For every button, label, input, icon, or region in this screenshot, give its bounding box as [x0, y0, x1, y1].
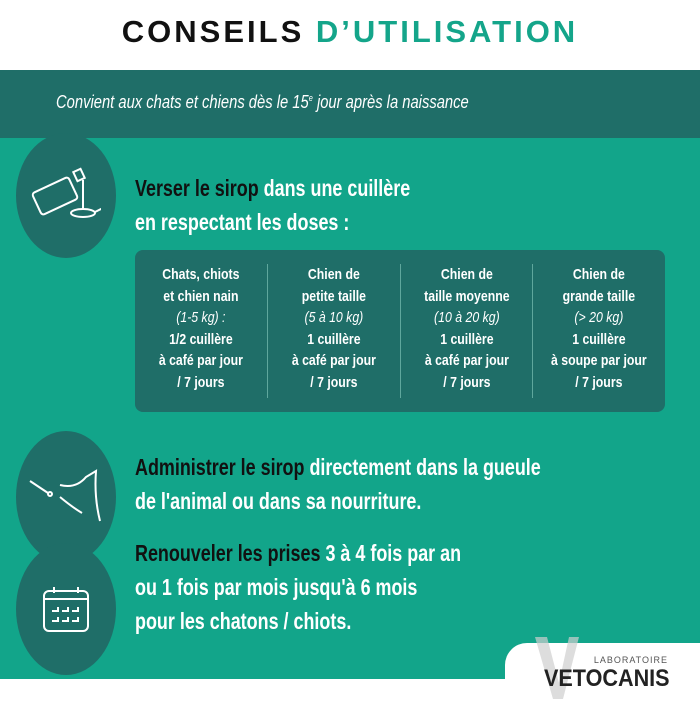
page-title: CONSEILS D’UTILISATION: [0, 14, 700, 50]
intro-text: Convient aux chats et chiens dès le 15e …: [56, 92, 469, 113]
dose-column: Chien de petite taille (5 à 10 kg) 1 cuillè…: [268, 264, 401, 398]
dose-label: Chien de: [573, 266, 626, 283]
step-pour-bold: Verser le sirop: [135, 175, 259, 201]
animal-mouth-dropper-icon: [16, 431, 116, 563]
title-part2: D’UTILISATION: [315, 14, 579, 49]
dosage-table: Chats, chiots et chien nain (1-5 kg) : 1/2 …: [135, 250, 665, 412]
step-renew-line2: ou 1 fois par mois jusqu'à 6 mois: [135, 574, 418, 600]
intro-band: Convient aux chats et chiens dès le 15e …: [0, 70, 700, 138]
dose-duration: / 7 jours: [310, 373, 358, 391]
intro-before: Convient aux chats et chiens dès le 15: [56, 92, 309, 112]
dose-column: Chien de grande taille (> 20 kg) 1 cuillère…: [533, 264, 665, 398]
logo-v-mark: [535, 637, 579, 699]
step-renew: Renouveler les prises 3 à 4 fois par an o…: [135, 536, 461, 638]
pour-syrup-spoon-icon: [16, 133, 116, 258]
dose-weight: (5 à 10 kg): [304, 309, 364, 326]
dose-amount: 1/2 cuillère: [169, 330, 233, 348]
step-renew-rest: 3 à 4 fois par an: [320, 540, 462, 566]
dose-duration: / 7 jours: [575, 373, 623, 391]
dose-amount: à soupe par jour: [551, 352, 647, 369]
calendar-icon: [16, 543, 116, 675]
dose-label: Chats, chiots: [162, 266, 240, 283]
dose-weight: (1-5 kg) :: [176, 309, 226, 326]
dose-duration: / 7 jours: [177, 373, 225, 391]
step-pour-rest: dans une cuillère: [258, 175, 411, 201]
dose-column: Chats, chiots et chien nain (1-5 kg) : 1/2 …: [135, 264, 268, 398]
step-administer-rest: directement dans la gueule: [304, 454, 541, 480]
intro-after: jour après la naissance: [312, 92, 469, 112]
dose-amount: 1 cuillère: [306, 330, 361, 348]
step-renew-bold: Renouveler les prises: [135, 540, 321, 566]
dose-duration: / 7 jours: [442, 373, 490, 391]
step-administer-line2: de l'animal ou dans sa nourriture.: [135, 488, 422, 514]
dose-label: Chien de: [307, 266, 360, 283]
dose-label: et chien nain: [163, 287, 239, 305]
step-pour-line2: en respectant les doses :: [135, 209, 350, 235]
step-renew-line3: pour les chatons / chiots.: [135, 608, 352, 634]
vetocanis-logo: LABORATOIRE VETOCANIS: [505, 637, 700, 703]
title-part1: CONSEILS: [121, 14, 305, 49]
instructions-panel: Verser le sirop dans une cuillère en resp…: [0, 133, 700, 679]
dose-amount: à café par jour: [158, 352, 243, 369]
dose-label: petite taille: [301, 287, 366, 305]
intro-sup: e: [308, 93, 313, 103]
dose-weight: (10 à 20 kg): [433, 309, 500, 326]
step-administer: Administrer le sirop directement dans la…: [135, 450, 541, 518]
dose-weight: (> 20 kg): [574, 309, 624, 326]
dose-label: Chien de: [440, 266, 493, 283]
dose-amount: à café par jour: [424, 352, 509, 369]
logo-label: LABORATOIRE: [593, 655, 668, 665]
logo-name: VETOCANIS: [544, 665, 670, 692]
dose-amount: à café par jour: [291, 352, 376, 369]
dose-column: Chien de taille moyenne (10 à 20 kg) 1 cuil…: [401, 264, 534, 398]
step-pour: Verser le sirop dans une cuillère en resp…: [135, 171, 410, 239]
dose-label: taille moyenne: [423, 287, 510, 305]
dose-label: grande taille: [562, 287, 636, 305]
step-administer-bold: Administrer le sirop: [135, 454, 305, 480]
dose-amount: 1 cuillère: [572, 330, 626, 348]
dose-amount: 1 cuillère: [439, 330, 494, 348]
